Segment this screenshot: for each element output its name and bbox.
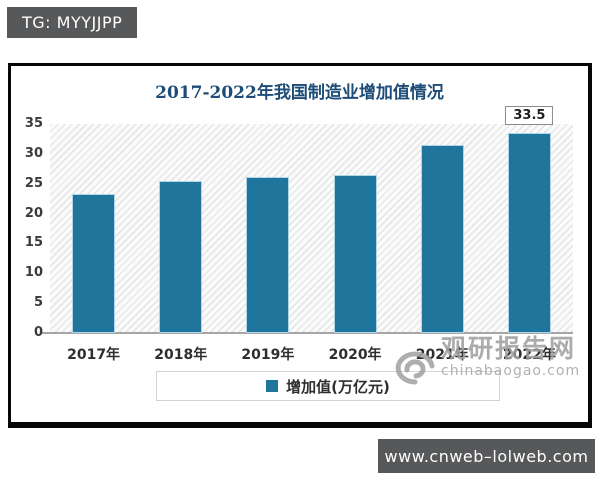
x-axis-label: 2020年 xyxy=(328,347,382,363)
y-tick-label: 30 xyxy=(24,145,43,161)
legend: 增加值(万亿元) xyxy=(156,371,500,401)
chart-frame: 2017-2022年我国制造业增加值情况 0 5 10 15 20 25 30 35 2017年… xyxy=(8,63,592,428)
y-tick-label: 15 xyxy=(24,235,43,251)
bar-2020年 xyxy=(333,174,377,333)
x-axis-label: 2019年 xyxy=(241,347,295,363)
y-tick-label: 35 xyxy=(24,116,43,131)
y-tick-label: 25 xyxy=(24,175,43,191)
y-tick-label: 20 xyxy=(24,205,43,221)
bar-2021年 xyxy=(420,145,464,333)
chart-title: 2017-2022年我国制造业增加值情况 xyxy=(155,83,444,103)
bar-2018年 xyxy=(159,180,203,333)
y-tick-label: 0 xyxy=(33,325,43,340)
plot-area xyxy=(50,124,573,333)
y-tick-label: 5 xyxy=(33,295,43,311)
tag-badge: TG: MYYJJPP xyxy=(7,7,138,38)
x-axis-line xyxy=(42,332,573,334)
legend-marker-icon xyxy=(266,380,279,392)
bar-2017年 xyxy=(72,193,116,333)
footer-website-badge: www.cnweb–lolweb.com xyxy=(378,439,595,473)
x-axis-label: 2021年 xyxy=(415,347,469,363)
y-tick-label: 10 xyxy=(24,265,43,281)
legend-label: 增加值(万亿元) xyxy=(286,377,390,396)
x-axis-label: 2018年 xyxy=(154,347,208,363)
bar-2019年 xyxy=(246,176,290,333)
x-axis-label: 2022年 xyxy=(502,347,556,363)
data-label: 33.5 xyxy=(505,105,554,125)
x-axis-label: 2017年 xyxy=(67,347,121,363)
bar-2022年 xyxy=(507,132,551,333)
